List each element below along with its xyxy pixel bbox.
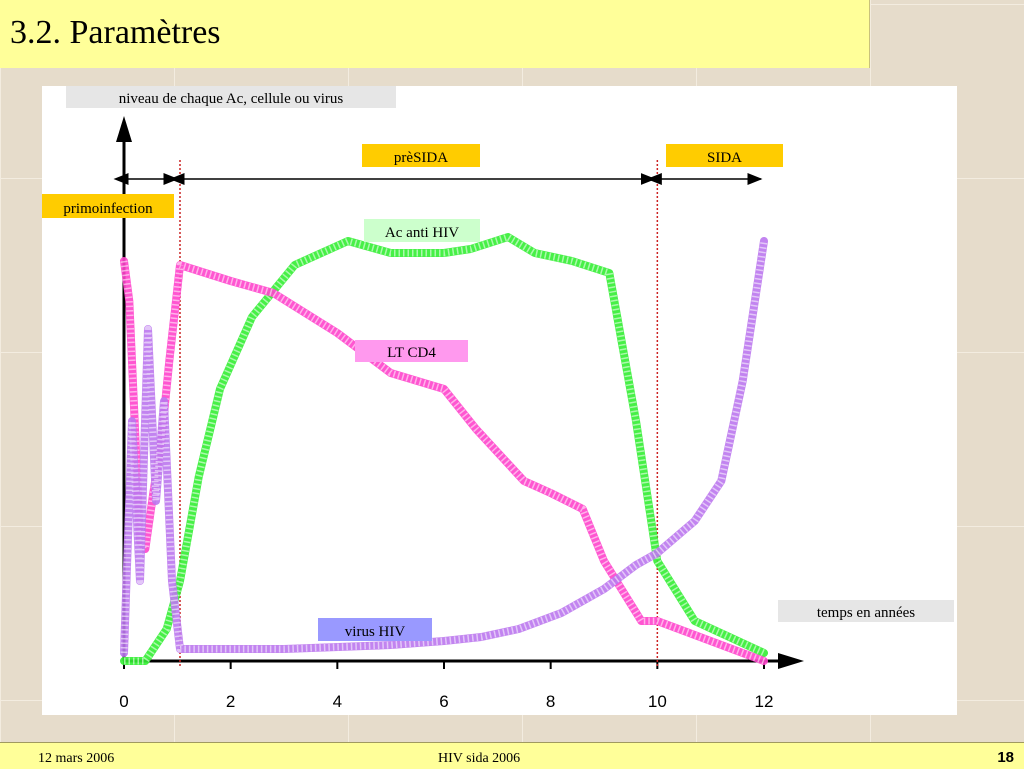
chart-frame: niveau de chaque Ac, cellule ou virus tem… — [42, 86, 957, 715]
page-number: 18 — [997, 749, 1014, 766]
slide-footer: 12 mars 2006 HIV sida 2006 18 — [0, 742, 1024, 769]
footer-date: 12 mars 2006 — [38, 751, 114, 767]
slide-title-bar: 3.2. Paramètres — [0, 0, 870, 68]
x-axis-label: temps en années — [778, 600, 954, 622]
x-tick-label-1: 2 — [226, 692, 235, 711]
phase-label-presida: prèSIDA — [362, 144, 480, 167]
y-axis-arrow — [116, 116, 132, 142]
series-line-virus-hiv — [124, 241, 764, 653]
series-hatch-lt-cd4 — [124, 261, 764, 661]
phase-label-sida: SIDA — [666, 144, 783, 167]
x-axis-arrow — [778, 653, 804, 669]
series-label-ac-anti-hiv-text: Ac anti HIV — [385, 225, 459, 241]
x-tick-label-2: 4 — [333, 692, 342, 711]
phase-label-primoinfection: primoinfection — [42, 194, 174, 218]
series-hatch-virus-hiv — [124, 241, 764, 653]
x-axis-label-text: temps en années — [817, 605, 915, 621]
series-line-ac-anti-hiv — [124, 237, 764, 661]
series-line-lt-cd4 — [124, 261, 764, 661]
x-tick-label-0: 0 — [119, 692, 128, 711]
phase-label-presida-text: prèSIDA — [394, 150, 448, 166]
hiv-evolution-chart: niveau de chaque Ac, cellule ou virus tem… — [42, 86, 957, 715]
series-label-lt-cd4-text: LT CD4 — [387, 345, 436, 361]
x-tick-label-3: 6 — [439, 692, 448, 711]
phase-label-sida-text: SIDA — [707, 150, 742, 166]
series-label-lt-cd4: LT CD4 — [355, 340, 468, 362]
y-axis-label: niveau de chaque Ac, cellule ou virus — [66, 86, 396, 108]
footer-title: HIV sida 2006 — [438, 751, 520, 767]
series-hatch-ac-anti-hiv — [124, 237, 764, 661]
x-tick-label-5: 10 — [648, 692, 667, 711]
phase-label-primoinfection-text: primoinfection — [63, 201, 153, 217]
series-label-virus-hiv: virus HIV — [318, 618, 432, 641]
series-label-virus-hiv-text: virus HIV — [345, 624, 406, 640]
slide-title: 3.2. Paramètres — [10, 14, 221, 52]
y-axis-label-text: niveau de chaque Ac, cellule ou virus — [119, 91, 344, 107]
series-label-ac-anti-hiv: Ac anti HIV — [364, 219, 480, 242]
x-tick-label-4: 8 — [546, 692, 555, 711]
x-tick-label-6: 12 — [755, 692, 774, 711]
